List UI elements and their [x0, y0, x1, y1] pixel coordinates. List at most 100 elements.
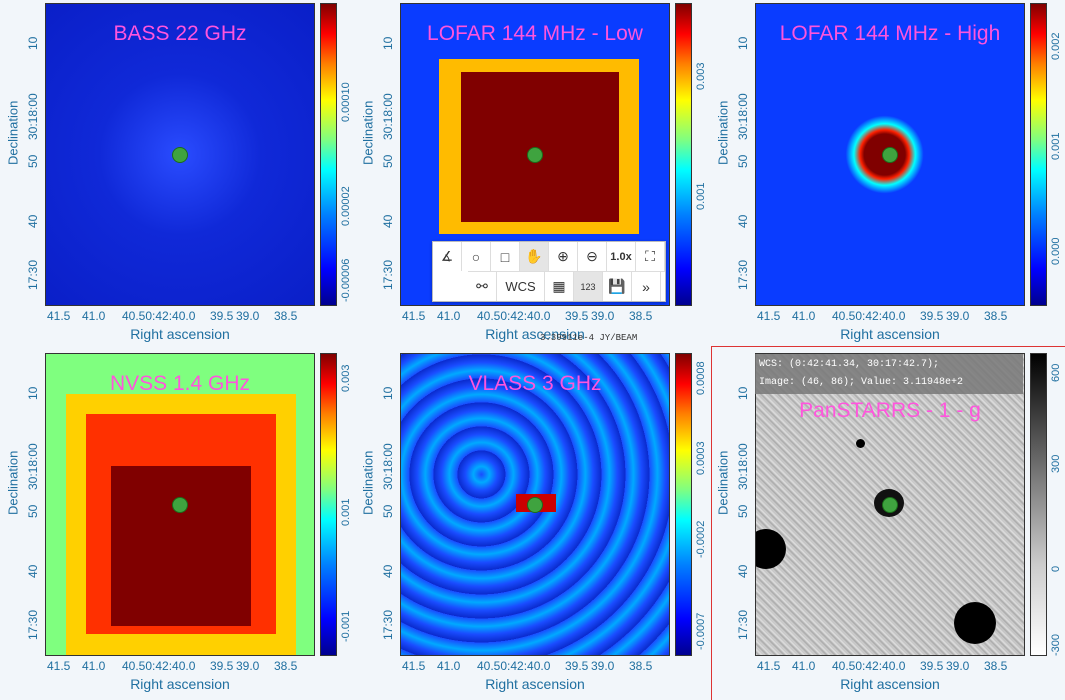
x-tick: 39.0: [591, 309, 615, 323]
source-marker: [527, 497, 543, 513]
star-top: [856, 439, 865, 448]
emission-core: [111, 466, 251, 626]
source-marker: [882, 147, 898, 163]
y-axis-label: Declination: [715, 100, 731, 165]
y-tick: 40: [26, 564, 40, 578]
y-tick: 10: [381, 36, 395, 50]
x-tick: 41.0: [437, 309, 461, 323]
y-tick: 10: [26, 36, 40, 50]
source-marker: [527, 147, 543, 163]
cursor-value-status: 3.39911e-4 JY/BEAM: [540, 333, 638, 343]
unlink-icon[interactable]: ⚯: [468, 272, 497, 301]
emission-core: [461, 72, 619, 222]
colorbar: [320, 3, 337, 306]
fit-screen-icon[interactable]: ⛶: [636, 242, 665, 271]
x-tick: 41.5: [402, 659, 426, 673]
y-tick: 40: [26, 214, 40, 228]
grid-icon[interactable]: ▦: [545, 272, 574, 301]
plot-title: VLASS 3 GHz: [468, 372, 602, 395]
y-tick: 17:30: [381, 259, 395, 290]
x-tick: 38.5: [629, 659, 653, 673]
x-tick: 41.0: [792, 659, 816, 673]
x-tick: 38.5: [629, 309, 653, 323]
y-tick: 17:30: [381, 609, 395, 640]
panel-panstarrs: PanSTARRS - 1 - g Declination 10 30:18:0…: [710, 350, 1065, 700]
wcs-button[interactable]: WCS: [497, 272, 545, 301]
x-axis-label: Right ascension: [840, 326, 940, 342]
colorbar-tick: 0.002: [1050, 32, 1062, 60]
y-axis-label: Declination: [5, 100, 21, 165]
x-tick: 40.50:42:40.0: [832, 309, 906, 323]
x-tick: 38.5: [274, 659, 298, 673]
zoom-in-icon[interactable]: ⊕: [549, 242, 578, 271]
toolbar-row-1: ∡ ○ □ ✋ ⊕ ⊖ 1.0x ⛶: [433, 242, 665, 271]
colorbar-tick: -0.00006: [340, 258, 352, 302]
zoom-out-icon[interactable]: ⊖: [578, 242, 607, 271]
y-axis-label: Declination: [5, 450, 21, 515]
x-tick: 40.50:42:40.0: [122, 659, 196, 673]
colorbar-tick: 0.001: [695, 182, 707, 210]
x-axis-label: Right ascension: [130, 676, 230, 692]
colorbar: [1030, 3, 1047, 306]
y-tick: 10: [736, 36, 750, 50]
x-tick: 41.5: [47, 659, 71, 673]
x-axis-label: Right ascension: [485, 676, 585, 692]
x-tick: 40.50:42:40.0: [832, 659, 906, 673]
image-plot[interactable]: BASS 22 GHz: [45, 3, 315, 306]
y-tick: 30:18:00: [381, 93, 395, 140]
x-tick: 38.5: [274, 309, 298, 323]
numbers-button[interactable]: 123: [574, 272, 603, 301]
colorbar-tick: 0.001: [1050, 132, 1062, 160]
x-tick: 39.5: [210, 659, 234, 673]
zoom-level-button[interactable]: 1.0x: [607, 242, 636, 271]
y-tick: 30:18:00: [26, 93, 40, 140]
image-plot[interactable]: PanSTARRS - 1 - g: [755, 353, 1025, 656]
colorbar: [675, 353, 692, 656]
ruler-icon[interactable]: ∡: [433, 242, 462, 271]
plot-title: LOFAR 144 MHz - Low: [427, 22, 643, 45]
x-axis-label: Right ascension: [130, 326, 230, 342]
panel-lofar-low: LOFAR 144 MHz - Low Declination 10 30:18…: [355, 0, 710, 350]
pan-hand-icon[interactable]: ✋: [520, 242, 549, 271]
image-readout: Image: (46, 86); Value: 3.11948e+2: [759, 377, 964, 388]
x-tick: 39.5: [210, 309, 234, 323]
colorbar-tick: -0.001: [340, 610, 352, 642]
x-tick: 39.0: [236, 309, 260, 323]
x-tick: 41.5: [402, 309, 426, 323]
y-axis-label: Declination: [360, 100, 376, 165]
y-axis-label: Declination: [360, 450, 376, 515]
y-tick: 50: [381, 154, 395, 168]
x-tick: 39.0: [946, 309, 970, 323]
image-plot[interactable]: LOFAR 144 MHz - High: [755, 3, 1025, 306]
colorbar-tick: -0.0002: [695, 520, 707, 558]
more-icon[interactable]: »: [632, 272, 661, 301]
x-axis-label: Right ascension: [485, 326, 585, 342]
plot-title: LOFAR 144 MHz - High: [779, 22, 1001, 45]
x-tick: 41.0: [82, 659, 106, 673]
image-plot[interactable]: NVSS 1.4 GHz: [45, 353, 315, 656]
x-axis-label: Right ascension: [840, 676, 940, 692]
source-marker: [172, 147, 188, 163]
y-tick: 10: [381, 386, 395, 400]
source-marker: [882, 497, 898, 513]
y-tick: 17:30: [26, 609, 40, 640]
y-tick: 10: [26, 386, 40, 400]
colorbar-tick: -0.0007: [695, 612, 707, 650]
y-tick: 50: [736, 154, 750, 168]
circle-region-icon[interactable]: ○: [462, 242, 491, 271]
y-tick: 30:18:00: [26, 443, 40, 490]
panel-nvss: NVSS 1.4 GHz Declination 10 30:18:00 50 …: [0, 350, 355, 700]
x-tick: 39.0: [236, 659, 260, 673]
save-icon[interactable]: 💾: [603, 272, 632, 301]
rectangle-region-icon[interactable]: □: [491, 242, 520, 271]
y-tick: 40: [381, 214, 395, 228]
x-tick: 41.0: [82, 309, 106, 323]
image-plot[interactable]: VLASS 3 GHz: [400, 353, 670, 656]
x-tick: 38.5: [984, 659, 1008, 673]
colorbar-tick: 0.0003: [695, 441, 707, 475]
y-tick: 50: [381, 504, 395, 518]
colorbar: [1030, 353, 1047, 656]
plot-title: BASS 22 GHz: [113, 22, 247, 45]
x-tick: 39.5: [565, 309, 589, 323]
y-tick: 40: [736, 214, 750, 228]
